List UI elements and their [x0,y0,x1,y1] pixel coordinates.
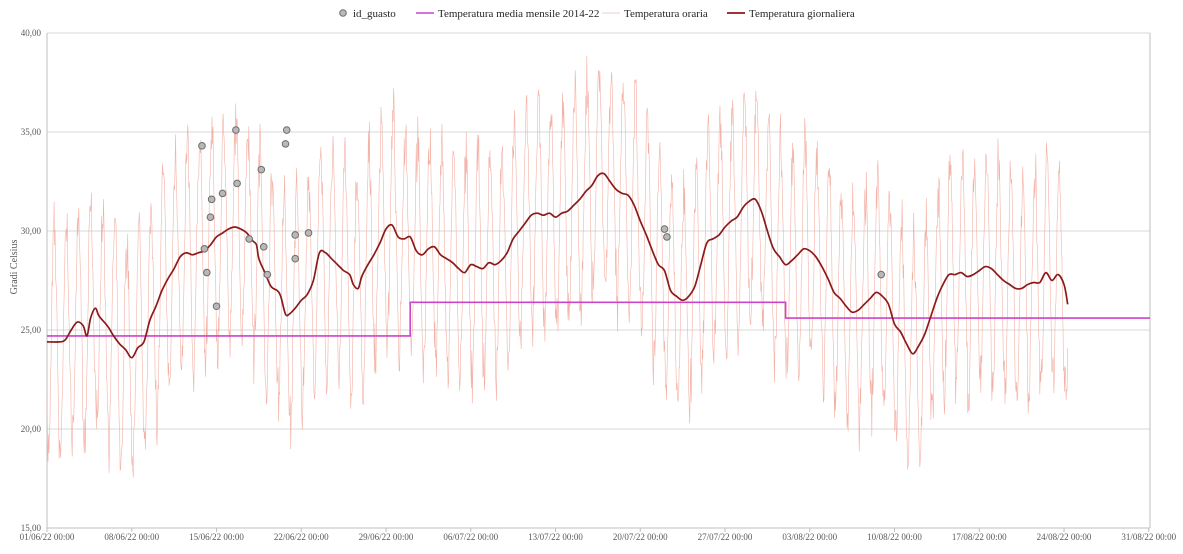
fault-marker [663,233,671,241]
x-tick-label: 27/07/22 00:00 [698,532,753,542]
fault-marker [263,270,272,279]
fault-marker [304,229,313,237]
monthly-mean-line [47,301,1150,337]
x-tick-label: 13/07/22 00:00 [528,532,583,542]
hourly-temperature-series [46,55,1068,478]
fault-marker [291,254,300,263]
fault-marker [877,270,886,279]
x-tick-label: 22/06/22 00:00 [274,532,329,542]
fault-marker [206,213,215,221]
y-tick-label: 40,00 [21,28,42,38]
legend-item: Temperatura media mensile 2014-22 [416,8,599,20]
legend-item: Temperatura oraria [602,8,708,20]
fault-marker [245,235,253,243]
fault-marker [660,225,669,233]
legend-label: Temperatura media mensile 2014-22 [438,8,599,20]
hourly-line [46,55,1068,478]
x-tick-label: 08/06/22 00:00 [104,532,159,542]
fault-marker [259,243,268,251]
x-tick-label: 10/08/22 00:00 [867,532,922,542]
fault-marker [198,142,206,150]
x-tick-label: 01/06/22 00:00 [20,532,75,542]
fault-marker [291,231,300,239]
fault-marker [232,126,240,134]
fault-marker [203,268,211,277]
y-tick-label: 30,00 [21,226,42,236]
fault-marker [212,302,221,311]
legend-label: Temperatura oraria [624,8,708,20]
x-tick-label: 31/08/22 00:00 [1121,532,1176,542]
fault-marker [207,195,216,204]
y-tick-label: 25,00 [21,325,42,335]
fault-marker [282,126,291,134]
fault-marker [200,245,209,253]
legend-label: Temperatura giornaliera [749,8,855,20]
x-tick-label: 06/07/22 00:00 [443,532,498,542]
x-tick-label: 24/08/22 00:00 [1037,532,1092,542]
x-tick-label: 15/06/22 00:00 [189,532,244,542]
y-tick-label: 15,00 [21,523,42,533]
monthly-mean-series [47,301,1150,337]
x-tick-label: 17/08/22 00:00 [952,532,1007,542]
grid-lines [46,32,1151,529]
x-tick-label: 20/07/22 00:00 [613,532,668,542]
y-axis-ticks: 15,00 20,00 25,00 30,00 35,00 40,00 [21,28,42,533]
legend-item: Temperatura giornaliera [727,8,855,20]
x-axis-ticks: 01/06/22 00:00 08/06/22 00:00 15/06/22 00:… [20,528,1177,542]
fault-marker [281,140,290,148]
fault-marker [218,189,227,198]
legend: id_guasto Temperatura media mensile 2014-… [339,8,855,20]
daily-temperature-series [46,172,1069,359]
fault-marker [257,165,266,174]
y-tick-label: 20,00 [21,424,42,434]
fault-marker [233,179,241,188]
y-tick-label: 35,00 [21,127,42,137]
y-axis-title: Gradi Celsius [9,240,20,295]
legend-label: id_guasto [353,8,396,20]
daily-line [46,172,1069,359]
legend-item: id_guasto [339,8,396,20]
fault-markers [198,126,886,311]
legend-marker-icon [339,9,347,17]
x-tick-label: 03/08/22 00:00 [782,532,837,542]
x-tick-label: 29/06/22 00:00 [359,532,414,542]
